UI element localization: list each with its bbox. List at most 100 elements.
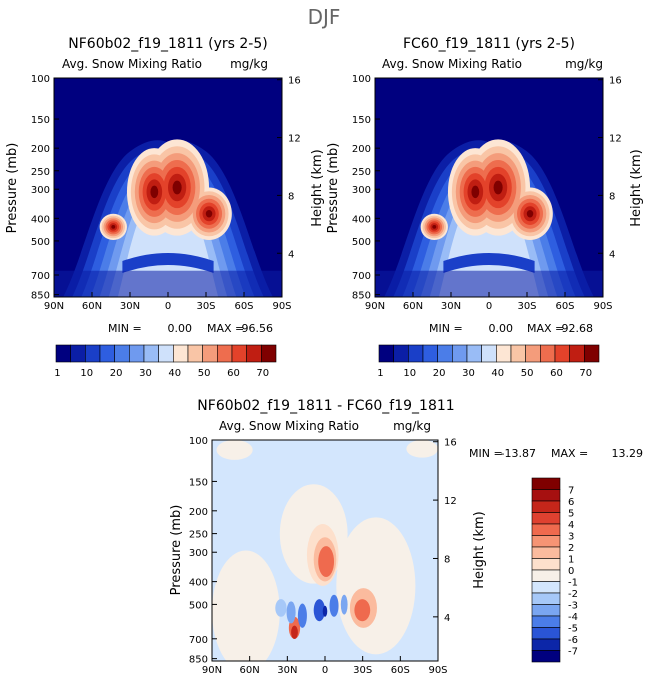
- colorbar-label: 70: [256, 368, 269, 379]
- colorbar-swatch: [129, 344, 145, 363]
- y-right-tick-label: 4: [288, 249, 294, 260]
- x-tick-label: 30S: [196, 301, 215, 312]
- colorbar-label: -1: [568, 578, 578, 589]
- y-tick-label: 500: [189, 600, 208, 611]
- y-axis-label: Pressure (mb): [326, 143, 341, 234]
- y-axis-right-label: Height (km): [629, 149, 644, 226]
- y-tick-label: 850: [352, 291, 371, 302]
- y-right-tick-label: 12: [288, 134, 301, 145]
- colorbar-label: 5: [568, 509, 574, 520]
- y-tick-label: 200: [189, 507, 208, 518]
- colorbar-swatch: [422, 344, 438, 363]
- y-axis-right-label: Height (km): [310, 149, 325, 226]
- y-tick-label: 700: [189, 635, 208, 646]
- colorbar-swatch: [531, 523, 561, 536]
- y-tick-label: 400: [189, 578, 208, 589]
- min-label: MIN =: [108, 322, 142, 335]
- colorbar-swatch: [217, 344, 233, 363]
- contour-level: [216, 440, 253, 460]
- contour-field: [212, 440, 438, 661]
- y-tick-label: 200: [31, 144, 50, 155]
- colorbar-label: -3: [568, 601, 578, 612]
- colorbar-swatch: [531, 512, 561, 525]
- contour-level: [122, 253, 214, 274]
- axes: 90N 60N 30N 0 30S 60S 90S 100 150 200 250 300 400 500…: [31, 74, 301, 312]
- x-tick-label: 30S: [517, 301, 536, 312]
- colorbar-label: 10: [80, 368, 93, 379]
- x-tick-label: 60S: [234, 301, 253, 312]
- panel-title: NF60b02_f19_1811 - FC60_f19_1811: [197, 398, 454, 414]
- x-tick-label: 30N: [120, 301, 140, 312]
- x-tick-label: 90N: [44, 301, 64, 312]
- y-right-tick-label: 4: [444, 613, 450, 624]
- y-tick-label: 250: [31, 167, 50, 178]
- colorbar-swatch: [510, 344, 526, 363]
- colorbar-swatch: [531, 558, 561, 571]
- contour-level: [471, 185, 480, 199]
- colorbar-label: 20: [433, 368, 446, 379]
- colorbar-swatch: [584, 344, 600, 363]
- y-tick-label: 100: [352, 74, 371, 85]
- contour-level: [354, 599, 371, 622]
- axes: 90N 60N 30N 0 30S 60S 90S 100 150 200 250 300 400 500…: [189, 436, 457, 676]
- contour-level: [150, 185, 159, 199]
- units-label: mg/kg: [565, 57, 603, 71]
- colorbar-swatch: [246, 344, 262, 363]
- colorbar: 1 10 20 30 40 50 60 70: [54, 344, 277, 379]
- colorbar-swatch: [437, 344, 453, 363]
- contour-level: [432, 225, 437, 229]
- units-label: mg/kg: [393, 419, 431, 433]
- variable-label: Avg. Snow Mixing Ratio: [62, 57, 202, 71]
- colorbar-swatch: [531, 569, 561, 582]
- x-tick-label: 60S: [391, 665, 410, 676]
- colorbar-label: 50: [198, 368, 211, 379]
- x-tick-label: 60N: [240, 665, 260, 676]
- x-tick-label: 30S: [353, 665, 372, 676]
- colorbar-swatch: [408, 344, 424, 363]
- panel-experiment: FC60_f19_1811 (yrs 2-5) Avg. Snow Mixing…: [326, 36, 644, 379]
- y-tick-label: 150: [189, 477, 208, 488]
- colorbar-swatch: [85, 344, 101, 363]
- colorbar-label: 50: [521, 368, 534, 379]
- x-tick-label: 0: [165, 301, 171, 312]
- colorbar-label: 4: [568, 520, 574, 531]
- colorbar-swatch: [158, 344, 174, 363]
- colorbar-label: 10: [403, 368, 416, 379]
- colorbar-label: 1: [568, 555, 574, 566]
- colorbar-label: 3: [568, 532, 574, 543]
- y-tick-label: 100: [31, 74, 50, 85]
- x-tick-label: 60N: [82, 301, 102, 312]
- min-label: MIN =: [469, 447, 503, 460]
- contour-level: [275, 599, 287, 617]
- units-label: mg/kg: [230, 57, 268, 71]
- x-tick-label: 90N: [202, 665, 222, 676]
- colorbar-swatch: [452, 344, 468, 363]
- y-tick-label: 850: [189, 655, 208, 666]
- colorbar-swatch: [531, 615, 561, 628]
- colorbar-swatch: [496, 344, 512, 363]
- max-value: 92.68: [562, 322, 594, 335]
- y-tick-label: 500: [352, 237, 371, 248]
- colorbar-swatch: [378, 344, 394, 363]
- contour-level: [205, 210, 213, 218]
- y-right-tick-label: 8: [288, 191, 294, 202]
- contour-level: [329, 594, 339, 617]
- colorbar-swatch: [531, 627, 561, 640]
- x-tick-label: 60N: [403, 301, 423, 312]
- y-tick-label: 700: [31, 271, 50, 282]
- max-label: MAX =: [527, 322, 564, 335]
- axes: 90N 60N 30N 0 30S 60S 90S 100 150 200 250 300 400 500…: [352, 74, 622, 312]
- colorbar-swatch: [114, 344, 130, 363]
- colorbar-swatch: [143, 344, 159, 363]
- y-tick-label: 700: [352, 271, 371, 282]
- colorbar-label: 60: [227, 368, 240, 379]
- colorbar-swatch: [540, 344, 556, 363]
- contour-level: [406, 440, 438, 458]
- y-right-tick-label: 12: [444, 496, 457, 507]
- colorbar-swatch: [466, 344, 482, 363]
- y-axis-right-label: Height (km): [472, 511, 487, 588]
- panel-title: NF60b02_f19_1811 (yrs 2-5): [68, 36, 267, 52]
- y-right-tick-label: 16: [444, 438, 457, 449]
